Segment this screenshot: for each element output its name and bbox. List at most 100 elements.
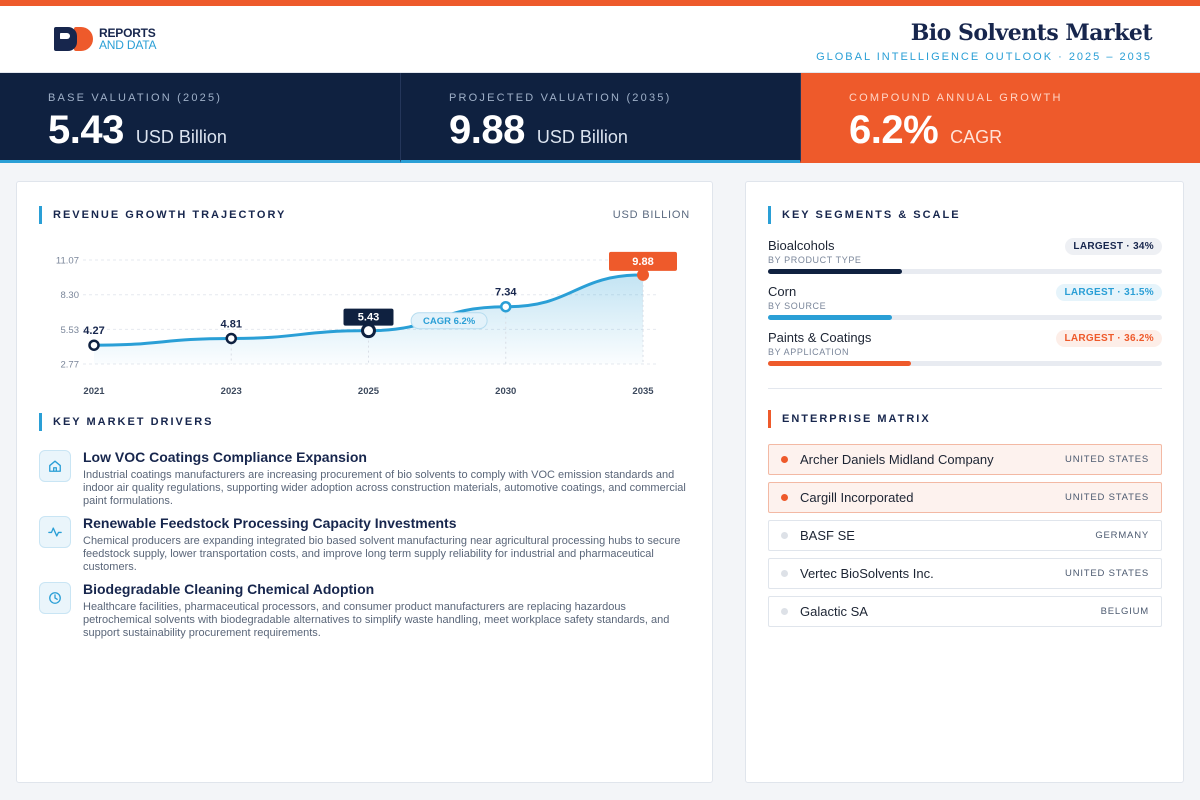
kpi-unit: USD Billion [536, 127, 628, 147]
company-row[interactable]: Vertec BioSolvents Inc. UNITED STATES [768, 558, 1162, 589]
segment-item: Paints & Coatings BY APPLICATION LARGEST… [768, 330, 1162, 376]
home-icon [39, 450, 71, 482]
x-tick-label: 2030 [495, 386, 516, 397]
left-panel: REVENUE GROWTH TRAJECTORY USD BILLION CA… [16, 181, 713, 783]
kpi-value: 5.43 [48, 108, 124, 152]
cagr-annotation: CAGR 6.2% [423, 316, 476, 327]
segment-share-track [768, 361, 1162, 366]
kpi-strip: BASE VALUATION (2025) 5.43 USD Billion P… [0, 73, 1200, 163]
page-title: Bio Solvents Market [910, 20, 1153, 46]
company-country: BELGIUM [1100, 606, 1149, 617]
x-tick-label: 2023 [221, 386, 242, 397]
logo-text-line1: REPORTS [99, 26, 156, 40]
logo: REPORTS AND DATA [54, 27, 156, 51]
company-name: BASF SE [800, 528, 855, 543]
page-subtitle: GLOBAL INTELLIGENCE OUTLOOK · 2025 – 203… [816, 51, 1152, 63]
driver-item: Low VOC Coatings Compliance Expansion In… [39, 449, 689, 515]
segments-list: Bioalcohols BY PRODUCT TYPE LARGEST · 34… [768, 238, 1162, 376]
chart-units-label: USD BILLION [612, 209, 690, 221]
status-dot [781, 494, 788, 501]
section-heading-segments: KEY SEGMENTS & SCALE [768, 206, 961, 224]
kpi-projected-valuation: PROJECTED VALUATION (2035) 9.88 USD Bill… [400, 73, 800, 163]
company-name: Cargill Incorporated [800, 490, 914, 505]
top-accent-bar [0, 0, 1200, 6]
data-point [361, 323, 376, 339]
segment-share-track [768, 269, 1162, 274]
value-label-box [343, 308, 394, 326]
x-tick-label: 2021 [83, 386, 105, 397]
segment-category: BY PRODUCT TYPE [768, 255, 862, 265]
data-point [500, 300, 512, 313]
drivers-list: Low VOC Coatings Compliance Expansion In… [39, 449, 689, 647]
segment-name: Corn [768, 284, 797, 299]
kpi-value: 9.88 [449, 108, 525, 152]
section-heading-matrix: ENTERPRISE MATRIX [768, 410, 931, 428]
activity-icon [39, 516, 71, 548]
kpi-base-valuation: BASE VALUATION (2025) 5.43 USD Billion [0, 73, 400, 163]
segment-category: BY APPLICATION [768, 347, 850, 357]
data-point [88, 339, 100, 351]
driver-title: Renewable Feedstock Processing Capacity … [83, 515, 457, 531]
section-heading-text: KEY SEGMENTS & SCALE [782, 209, 961, 221]
value-label: 5.43 [358, 312, 379, 324]
company-row[interactable]: Galactic SA BELGIUM [768, 596, 1162, 627]
status-dot [781, 570, 788, 577]
kpi-unit: CAGR [950, 127, 1003, 147]
company-name: Vertec BioSolvents Inc. [800, 566, 934, 581]
right-panel: KEY SEGMENTS & SCALE Bioalcohols BY PROD… [745, 181, 1184, 783]
status-dot [781, 532, 788, 539]
y-tick-label: 5.53 [61, 325, 80, 336]
company-name: Galactic SA [800, 604, 868, 619]
value-label-box [609, 251, 677, 271]
segment-name: Paints & Coatings [768, 330, 872, 345]
x-tick-label: 2035 [632, 386, 654, 397]
segment-item: Corn BY SOURCE LARGEST · 31.5% [768, 284, 1162, 330]
driver-description: Chemical producers are expanding integra… [83, 535, 681, 573]
x-tick-label: 2025 [358, 386, 380, 397]
y-tick-label: 2.77 [61, 360, 80, 371]
value-label: 7.34 [495, 287, 517, 299]
value-label: 4.27 [83, 325, 104, 337]
company-country: UNITED STATES [1065, 568, 1149, 579]
company-row[interactable]: Cargill Incorporated UNITED STATES [768, 482, 1162, 513]
revenue-trend-chart: CAGR 6.2% 4.27 4.81 5.43 7.34 9.88 2021 2023 2… [56, 251, 677, 397]
driver-item: Renewable Feedstock Processing Capacity … [39, 515, 689, 581]
kpi-cagr: COMPOUND ANNUAL GROWTH 6.2% CAGR [800, 73, 1200, 163]
section-heading-text: KEY MARKET DRIVERS [53, 416, 214, 428]
enterprise-matrix: Archer Daniels Midland Company UNITED ST… [768, 444, 1162, 634]
page-header: REPORTS AND DATA Bio Solvents Market GLO… [0, 6, 1200, 73]
status-dot [781, 456, 788, 463]
clock-icon [39, 582, 71, 614]
kpi-value: 6.2% [849, 108, 939, 152]
company-row[interactable]: Archer Daniels Midland Company UNITED ST… [768, 444, 1162, 475]
segment-share-badge: LARGEST · 34% [1065, 238, 1162, 255]
segment-share-badge: LARGEST · 31.5% [1056, 284, 1162, 301]
value-label: 4.81 [221, 318, 242, 330]
segment-share-fill [768, 361, 911, 366]
section-heading-text: REVENUE GROWTH TRAJECTORY [53, 209, 287, 221]
y-tick-label: 11.07 [56, 256, 79, 267]
data-point [225, 332, 237, 345]
y-tick-label: 8.30 [61, 290, 80, 301]
segment-share-track [768, 315, 1162, 320]
kpi-label: COMPOUND ANNUAL GROWTH [849, 92, 1063, 104]
kpi-unit: USD Billion [135, 127, 227, 147]
company-country: UNITED STATES [1065, 454, 1149, 465]
section-heading-drivers: KEY MARKET DRIVERS [39, 413, 213, 431]
company-row[interactable]: BASF SE GERMANY [768, 520, 1162, 551]
segment-category: BY SOURCE [768, 301, 827, 311]
section-heading-trajectory: REVENUE GROWTH TRAJECTORY [39, 206, 286, 224]
driver-title: Low VOC Coatings Compliance Expansion [83, 449, 367, 465]
status-dot [781, 608, 788, 615]
kpi-label: PROJECTED VALUATION (2035) [449, 92, 672, 104]
company-country: UNITED STATES [1065, 492, 1149, 503]
company-country: GERMANY [1095, 530, 1149, 541]
segment-share-badge: LARGEST · 36.2% [1056, 330, 1162, 347]
driver-description: Industrial coatings manufacturers are in… [83, 469, 686, 507]
company-name: Archer Daniels Midland Company [800, 452, 994, 467]
data-point [637, 268, 649, 281]
segment-name: Bioalcohols [768, 238, 835, 253]
segment-item: Bioalcohols BY PRODUCT TYPE LARGEST · 34… [768, 238, 1162, 284]
segment-share-fill [768, 315, 893, 320]
value-label: 9.88 [632, 256, 653, 268]
